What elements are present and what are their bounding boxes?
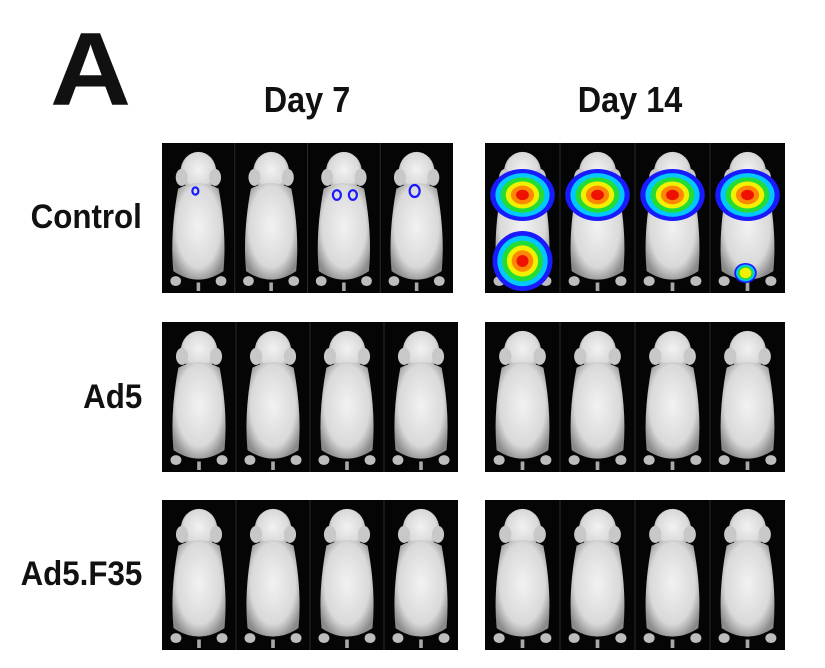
- mice-image: [170, 322, 450, 472]
- row-label-ad5-f35: Ad5.F35: [20, 555, 142, 593]
- signal-contour: [516, 255, 529, 267]
- mouse: [315, 151, 372, 291]
- signal-focus: [191, 186, 200, 196]
- mouse: [392, 508, 450, 648]
- signal-focus: [408, 183, 421, 199]
- mouse: [318, 508, 376, 648]
- mouse: [318, 330, 376, 470]
- image-ad5-day-14: [485, 322, 785, 472]
- signal-contour: [741, 189, 754, 201]
- image-control-day-7: [162, 143, 453, 293]
- panel-letter: A: [50, 12, 131, 128]
- row-label-control: Control: [30, 198, 142, 236]
- image-ad5-f35-day-7: [162, 500, 458, 650]
- mice-image: [170, 143, 445, 293]
- signal-contour: [739, 267, 752, 279]
- mouse: [243, 151, 300, 291]
- signal-contour: [591, 189, 604, 201]
- image-control-day-14: [485, 143, 785, 293]
- mouse: [718, 508, 777, 648]
- mice-image: [490, 143, 780, 293]
- signal-contour: [516, 189, 529, 201]
- mouse: [170, 508, 228, 648]
- image-ad5-f35-day-14: [485, 500, 785, 650]
- mice-image: [493, 322, 777, 472]
- mouse: [244, 330, 302, 470]
- mouse: [643, 508, 702, 648]
- mouse: [170, 330, 228, 470]
- mouse: [493, 508, 552, 648]
- image-ad5-day-7: [162, 322, 458, 472]
- mouse: [170, 151, 227, 291]
- column-header-day-14: Day 14: [577, 79, 683, 120]
- mice-image: [493, 500, 777, 650]
- mice-image: [170, 500, 450, 650]
- mouse: [388, 151, 445, 291]
- signal-contour: [666, 189, 679, 201]
- mouse: [643, 330, 702, 470]
- signal-focus: [331, 189, 342, 201]
- mouse: [568, 330, 627, 470]
- row-label-ad5: Ad5: [82, 378, 142, 416]
- mouse: [568, 508, 627, 648]
- mouse: [718, 330, 777, 470]
- column-header-day-7: Day 7: [263, 79, 351, 120]
- mouse: [392, 330, 450, 470]
- mouse: [244, 508, 302, 648]
- signal-focus: [347, 189, 358, 201]
- mouse: [493, 330, 552, 470]
